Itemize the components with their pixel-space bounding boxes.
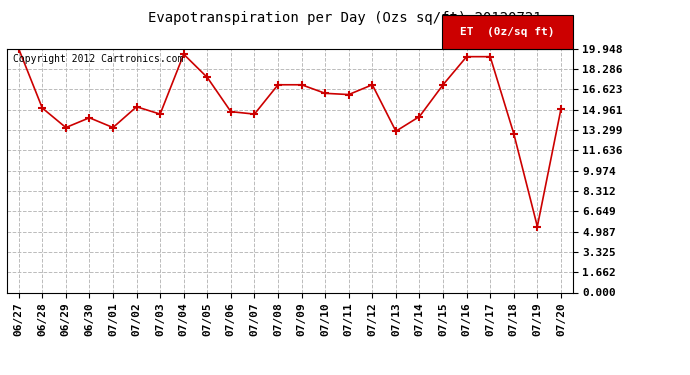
Text: Evapotranspiration per Day (Ozs sq/ft) 20120721: Evapotranspiration per Day (Ozs sq/ft) 2…: [148, 11, 542, 25]
Text: ET  (0z/sq ft): ET (0z/sq ft): [460, 27, 554, 37]
Text: Copyright 2012 Cartronics.com: Copyright 2012 Cartronics.com: [12, 54, 183, 64]
